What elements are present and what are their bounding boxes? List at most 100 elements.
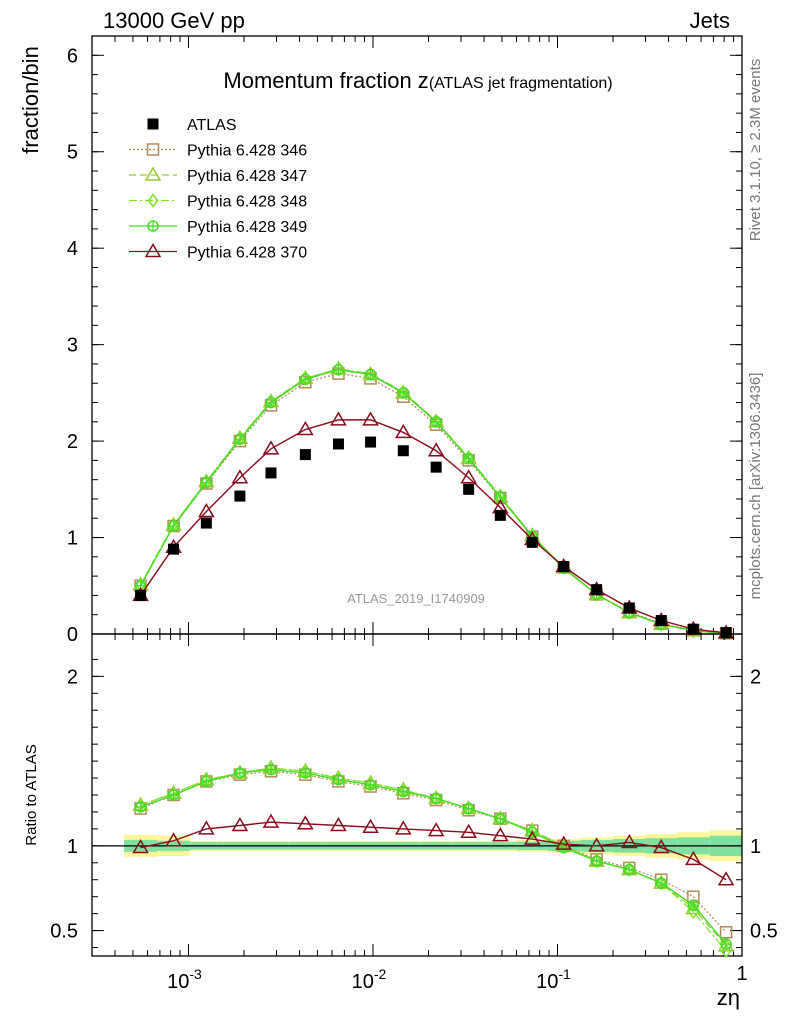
ratio-series-point (265, 763, 277, 776)
ratio-series-point (231, 817, 249, 832)
ratio-y-axis-label: Ratio to ATLAS (23, 744, 40, 845)
legend-marker (144, 166, 162, 181)
ratio-series-point (494, 812, 507, 825)
atlas-point (365, 436, 377, 448)
ratio-series-point (492, 827, 509, 842)
legend-marker (147, 220, 159, 232)
series-point (231, 469, 249, 484)
atlas-point (299, 449, 311, 461)
y-tick-label: 3 (67, 335, 78, 357)
atlas-point (494, 509, 506, 521)
series-point (427, 442, 445, 457)
atlas-point (200, 517, 212, 529)
atlas-point (135, 589, 147, 601)
ratio-series-point (362, 818, 379, 833)
ratio-y-tick-label: 1 (67, 836, 78, 858)
ratio-plot: 0.5 0.51 12 210-3 10-2 10-1 1 (50, 633, 778, 993)
legend-item: Pythia 6.428 370 (129, 243, 307, 262)
x-tick-label: 10-2 (352, 966, 387, 993)
ratio-series-point (523, 830, 541, 845)
legend-label: Pythia 6.428 348 (187, 194, 307, 211)
ratio-series-point (685, 850, 702, 866)
series-point (265, 396, 277, 409)
series-point (397, 387, 410, 399)
legend-label: ATLAS (187, 117, 237, 134)
series-point (200, 476, 213, 489)
ratio-series-point (623, 862, 635, 877)
series-point (299, 373, 312, 386)
ratio-series-point (462, 802, 475, 815)
series-point (167, 520, 180, 532)
x-axis-label: zη (717, 985, 740, 1010)
y-tick-label: 5 (67, 142, 78, 164)
y-tick-label: 1 (67, 528, 78, 550)
ratio-series-point (720, 938, 732, 950)
legend-marker (146, 143, 160, 156)
ratio-series-point (364, 779, 377, 791)
atlas-point (430, 461, 442, 473)
main-plot: 0 1 2 3 4 5 6 (67, 35, 743, 646)
y-tick-label: 0 (67, 624, 78, 646)
ratio-y-tick-label: 0.5 (50, 921, 78, 943)
series-point (362, 411, 379, 426)
series-point (234, 433, 246, 445)
series-point (364, 368, 377, 381)
x-tick-label: 1 (736, 963, 747, 985)
ratio-series-point (132, 839, 149, 854)
ratio-series-point (494, 811, 506, 826)
ratio-series-point (297, 815, 314, 830)
series-point (460, 469, 477, 484)
series-point (330, 411, 347, 426)
series-point (430, 416, 442, 428)
legend-item: Pythia 6.428 348 (129, 193, 307, 211)
chart-title-sub: (ATLAS jet fragmentation) (429, 75, 613, 92)
ratio-series-point (717, 871, 735, 886)
ratio-series-point (430, 792, 442, 805)
legend: ATLAS Pythia 6.428 346 Pythia 6.428 347 Pyt… (129, 117, 307, 262)
y-axis-label: fraction/bin (18, 46, 43, 154)
legend-marker (147, 118, 159, 130)
atlas-point (332, 438, 344, 450)
ratio-series-point (623, 863, 636, 876)
chart-title: Momentum fraction z(ATLAS jet fragmentat… (223, 68, 612, 93)
legend-label: Pythia 6.428 347 (187, 168, 307, 185)
series-point (297, 421, 314, 436)
header-right: Jets (690, 8, 730, 33)
y-tick-label: 6 (67, 45, 78, 67)
series-point (462, 452, 475, 465)
ratio-series-point (234, 765, 246, 781)
ratio-series-point (463, 801, 475, 816)
legend-item: Pythia 6.428 347 (129, 166, 307, 185)
atlas-point (720, 627, 732, 639)
legend-item: Pythia 6.428 349 (129, 219, 307, 236)
ratio-series-point (134, 801, 147, 813)
y-tick-label: 2 (67, 431, 78, 453)
ratio-y-tick-label-right: 1 (750, 836, 761, 858)
x-tick-label: 10-3 (167, 966, 202, 993)
ratio-series-point (395, 820, 412, 835)
source-label: mcplots.cern.ch [arXiv:1306.3436] (747, 373, 764, 600)
ratio-series-point (200, 775, 213, 788)
x-tick-label: 10-1 (536, 966, 571, 993)
legend-label: Pythia 6.428 346 (187, 143, 307, 160)
ratio-series-line (140, 821, 727, 881)
ratio-series-point (460, 823, 477, 839)
header-left: 13000 GeV pp (103, 8, 245, 33)
series-point (332, 363, 345, 376)
atlas-point (623, 602, 635, 614)
ratio-series-point (262, 813, 280, 828)
analysis-watermark: ATLAS_2019_I1740909 (347, 591, 485, 606)
atlas-point (687, 623, 699, 635)
legend-item: ATLAS (147, 117, 237, 134)
ratio-series-point (590, 855, 603, 867)
ratio-series-point (299, 767, 312, 779)
ratio-series-point (655, 877, 667, 889)
ratio-series-point (591, 853, 603, 869)
ratio-series-point (198, 820, 215, 835)
rivet-version-label: Rivet 3.1.10, ≥ 2.3M events (747, 59, 764, 242)
ratio-series-point (717, 937, 735, 952)
chart-title-main: Momentum fraction z (223, 68, 428, 93)
atlas-point (558, 560, 570, 572)
legend-item: Pythia 6.428 346 (129, 143, 307, 160)
